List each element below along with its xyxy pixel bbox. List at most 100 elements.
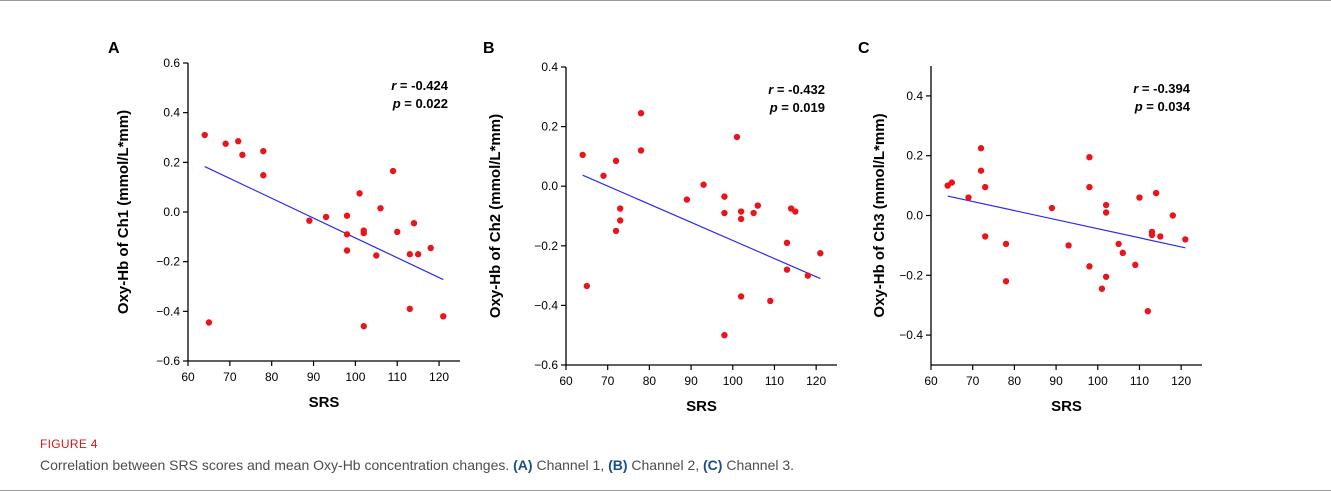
data-point: [1115, 240, 1122, 248]
data-point: [406, 251, 413, 258]
x-tick-label: 80: [1008, 374, 1022, 388]
data-point: [373, 252, 380, 259]
caption-b-text: Channel 2,: [627, 457, 704, 473]
data-point: [260, 172, 267, 179]
y-tick-label: 0.2: [541, 120, 558, 134]
x-tick-label: 100: [1088, 374, 1108, 388]
figure-caption: Correlation between SRS scores and mean …: [40, 457, 794, 473]
data-point: [1119, 249, 1126, 257]
x-tick-label: 100: [723, 374, 743, 388]
data-point: [356, 190, 363, 197]
data-point: [201, 131, 208, 139]
y-tick-label: 0.0: [906, 209, 923, 223]
data-point: [637, 147, 645, 154]
data-point: [394, 228, 401, 236]
data-point: [1065, 242, 1072, 249]
data-point: [948, 179, 956, 186]
data-point: [683, 196, 691, 203]
regression-line: [204, 166, 444, 281]
stat-p-value: = 0.034: [1143, 99, 1191, 114]
stat-r-value: = -0.432: [773, 82, 825, 97]
data-point: [1169, 212, 1177, 219]
data-point: [1002, 240, 1010, 248]
data-point: [235, 138, 242, 145]
data-point: [406, 305, 413, 313]
panel-letter-c: C: [858, 40, 870, 57]
data-point: [721, 332, 728, 339]
stat-p-symbol: p: [769, 100, 778, 115]
stat-r-label: r = -0.394: [1133, 81, 1191, 96]
stat-r-label: r = -0.424: [391, 78, 449, 93]
data-point: [817, 250, 824, 257]
data-point: [1002, 278, 1010, 285]
stat-r-symbol: r: [391, 78, 397, 93]
x-tick-label: 100: [345, 370, 365, 384]
data-point: [612, 227, 620, 235]
x-tick-label: 70: [223, 370, 237, 384]
data-point: [239, 151, 246, 159]
data-point: [792, 208, 799, 215]
caption-intro: Correlation between SRS scores and mean …: [40, 457, 510, 473]
data-point: [579, 151, 586, 159]
y-tick-label: −0.2: [534, 239, 558, 253]
x-axis-label: SRS: [686, 398, 717, 415]
caption-c-tag: (C): [703, 457, 723, 473]
x-tick-label: 110: [388, 370, 407, 384]
x-axis-label: SRS: [1051, 398, 1082, 415]
data-point: [260, 147, 267, 155]
stat-r-value: = -0.424: [396, 78, 448, 93]
data-point: [737, 293, 745, 300]
data-point: [982, 183, 989, 191]
y-axis-label: Oxy-Hb of Ch3 (mmol/L*mm): [871, 113, 888, 317]
data-point: [440, 313, 447, 320]
chart-panel-c: C 60 70 80 90 100 110 120 −0.4 −0.2 0.0 0.2 0.4 SRS Ox…: [858, 40, 1202, 415]
stat-p-value: = 0.022: [401, 96, 448, 111]
y-axis-label: Oxy-Hb of Ch2 (mmol/L*mm): [487, 114, 504, 318]
panel-letter-a: A: [108, 40, 120, 57]
data-point: [700, 181, 707, 188]
stat-p-symbol: p: [392, 96, 401, 111]
x-tick-label: 120: [429, 370, 449, 384]
y-tick-label: 0.6: [163, 56, 180, 70]
data-point: [754, 202, 761, 209]
data-point: [1048, 204, 1056, 212]
y-tick-label: 0.4: [906, 89, 923, 103]
data-point: [1132, 261, 1139, 269]
data-point: [767, 297, 774, 305]
panel-letter-b: B: [483, 40, 495, 57]
data-point: [1102, 201, 1110, 209]
x-tick-label: 80: [643, 374, 657, 388]
x-tick-label: 60: [559, 374, 573, 388]
x-tick-label: 120: [806, 374, 826, 388]
figure-label: FIGURE 4: [40, 437, 98, 451]
data-point: [737, 208, 745, 215]
data-point: [733, 133, 741, 141]
data-point: [427, 244, 434, 252]
data-point: [804, 272, 812, 279]
y-tick-label: −0.2: [156, 255, 180, 269]
data-point: [1136, 194, 1143, 201]
y-tick-label: −0.4: [534, 298, 558, 312]
regression-line: [582, 174, 821, 280]
y-tick-label: −0.6: [156, 354, 180, 368]
data-point: [783, 239, 791, 247]
data-point: [1144, 307, 1152, 315]
data-point: [343, 231, 351, 238]
data-point: [600, 172, 607, 179]
caption-a-tag: (A): [513, 457, 533, 473]
stat-p-symbol: p: [1134, 99, 1143, 114]
stat-p-label: p = 0.022: [392, 96, 448, 111]
y-tick-label: 0.0: [163, 205, 180, 219]
data-point: [343, 212, 351, 219]
data-point: [1182, 236, 1189, 243]
data-point: [617, 217, 624, 224]
x-tick-label: 90: [1049, 374, 1063, 388]
x-tick-label: 110: [765, 374, 784, 388]
data-point: [617, 205, 624, 212]
data-point: [1086, 263, 1093, 270]
data-point: [322, 213, 330, 221]
x-tick-label: 90: [684, 374, 698, 388]
data-point: [306, 217, 313, 224]
data-point: [750, 209, 757, 217]
